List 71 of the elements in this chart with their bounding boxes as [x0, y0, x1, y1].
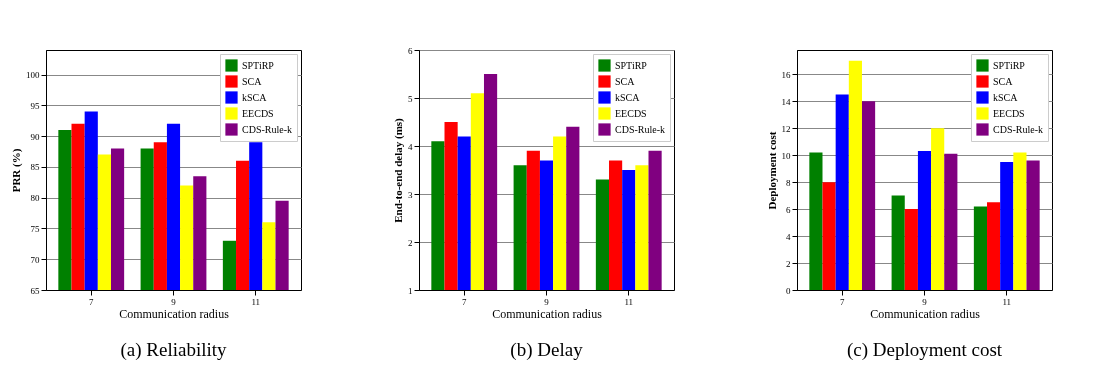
y-tick-label: 4 [408, 141, 413, 152]
x-tick-label: 11 [624, 296, 634, 307]
legend-label: EECDS [615, 107, 647, 119]
y-tick-label: 4 [786, 231, 791, 242]
bar [931, 128, 945, 290]
bar [944, 153, 958, 290]
bar [987, 202, 1001, 290]
x-tick-label: 11 [1002, 296, 1012, 307]
bar [848, 60, 862, 290]
text: (c) Deployment cost [846, 339, 1003, 361]
bar [904, 209, 918, 290]
y-tick-label: 90 [30, 131, 40, 142]
y-axis-title: End-to-end delay (ms) [392, 117, 405, 223]
y-tick-label: 10 [781, 150, 791, 161]
legend-label: EECDS [242, 107, 274, 119]
y-tick-label: 95 [30, 100, 40, 111]
x-tick-label: 7 [88, 296, 94, 307]
legend-label: kSCA [615, 91, 641, 103]
y-axis-title: Deployment cost [765, 131, 778, 210]
x-tick-label: 7 [461, 296, 467, 307]
legend-label: kSCA [242, 91, 268, 103]
legend-label: CDS-Rule-k [242, 123, 292, 135]
y-tick-label: 70 [30, 254, 40, 265]
y-tick-label: 75 [30, 223, 40, 234]
x-tick-label: 7 [839, 296, 845, 307]
bar [973, 206, 988, 290]
x-tick-label: 9 [922, 296, 928, 307]
bar [1026, 160, 1040, 290]
y-tick-label: 8 [786, 177, 791, 188]
y-axis-title: PRR (%) [10, 148, 23, 193]
y-tick-label: 65 [30, 285, 40, 296]
bar [861, 101, 876, 290]
bar [809, 152, 823, 290]
x-tick-label: 9 [171, 296, 177, 307]
bar [822, 182, 836, 290]
bar [1000, 161, 1014, 290]
legend-label: SCA [615, 75, 636, 87]
x-tick-label: 9 [544, 296, 550, 307]
legend-label: CDS-Rule-k [615, 123, 665, 135]
y-tick-label: 16 [781, 69, 791, 80]
y-tick-label: 0 [786, 285, 791, 296]
x-axis-title: Communication radius [119, 306, 230, 321]
y-tick-label: 3 [408, 189, 413, 200]
bar [835, 94, 849, 290]
y-tick-label: 14 [781, 96, 791, 107]
y-tick-label: 6 [408, 45, 413, 56]
y-tick-label: 12 [781, 123, 791, 134]
text: (b) Delay [510, 339, 584, 361]
text: (a) Reliability [120, 339, 228, 361]
y-tick-label: 2 [408, 237, 413, 248]
y-tick-label: 6 [786, 204, 791, 215]
x-tick-label: 11 [251, 296, 261, 307]
legend-label: SCA [993, 75, 1014, 87]
x-axis-title: Communication radius [870, 306, 981, 321]
bar [1013, 152, 1027, 290]
legend-label: SPTiRP [242, 59, 275, 71]
legend-label: SPTiRP [615, 59, 648, 71]
y-tick-label: 80 [30, 193, 40, 204]
legend-label: EECDS [993, 107, 1025, 119]
y-tick-label: 100 [26, 70, 40, 81]
y-tick-label: 85 [30, 162, 40, 173]
x-axis-title: Communication radius [492, 306, 603, 321]
legend-label: SPTiRP [993, 59, 1026, 71]
legend-label: SCA [242, 75, 263, 87]
bar [891, 195, 905, 290]
legend-label: CDS-Rule-k [993, 123, 1043, 135]
y-tick-label: 1 [408, 285, 413, 296]
y-tick-label: 2 [786, 258, 791, 269]
bar [917, 151, 932, 290]
legend-label: kSCA [993, 91, 1019, 103]
y-tick-label: 5 [408, 93, 413, 104]
